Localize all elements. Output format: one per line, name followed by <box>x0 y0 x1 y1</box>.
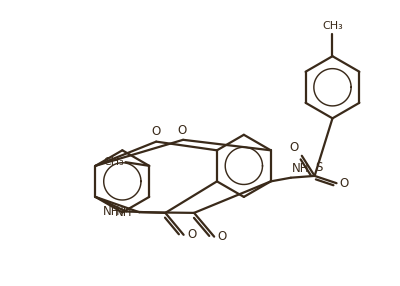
Text: O: O <box>187 228 196 241</box>
Text: NH: NH <box>292 162 309 175</box>
Text: NH: NH <box>115 206 133 219</box>
Text: CH₃: CH₃ <box>103 157 124 167</box>
Text: O: O <box>290 141 299 154</box>
Text: O: O <box>178 124 187 137</box>
Text: CH₃: CH₃ <box>322 21 343 31</box>
Text: O: O <box>340 177 349 190</box>
Text: O: O <box>218 230 227 243</box>
Text: S: S <box>316 161 323 174</box>
Text: O: O <box>152 125 161 138</box>
Text: NH: NH <box>103 205 120 218</box>
